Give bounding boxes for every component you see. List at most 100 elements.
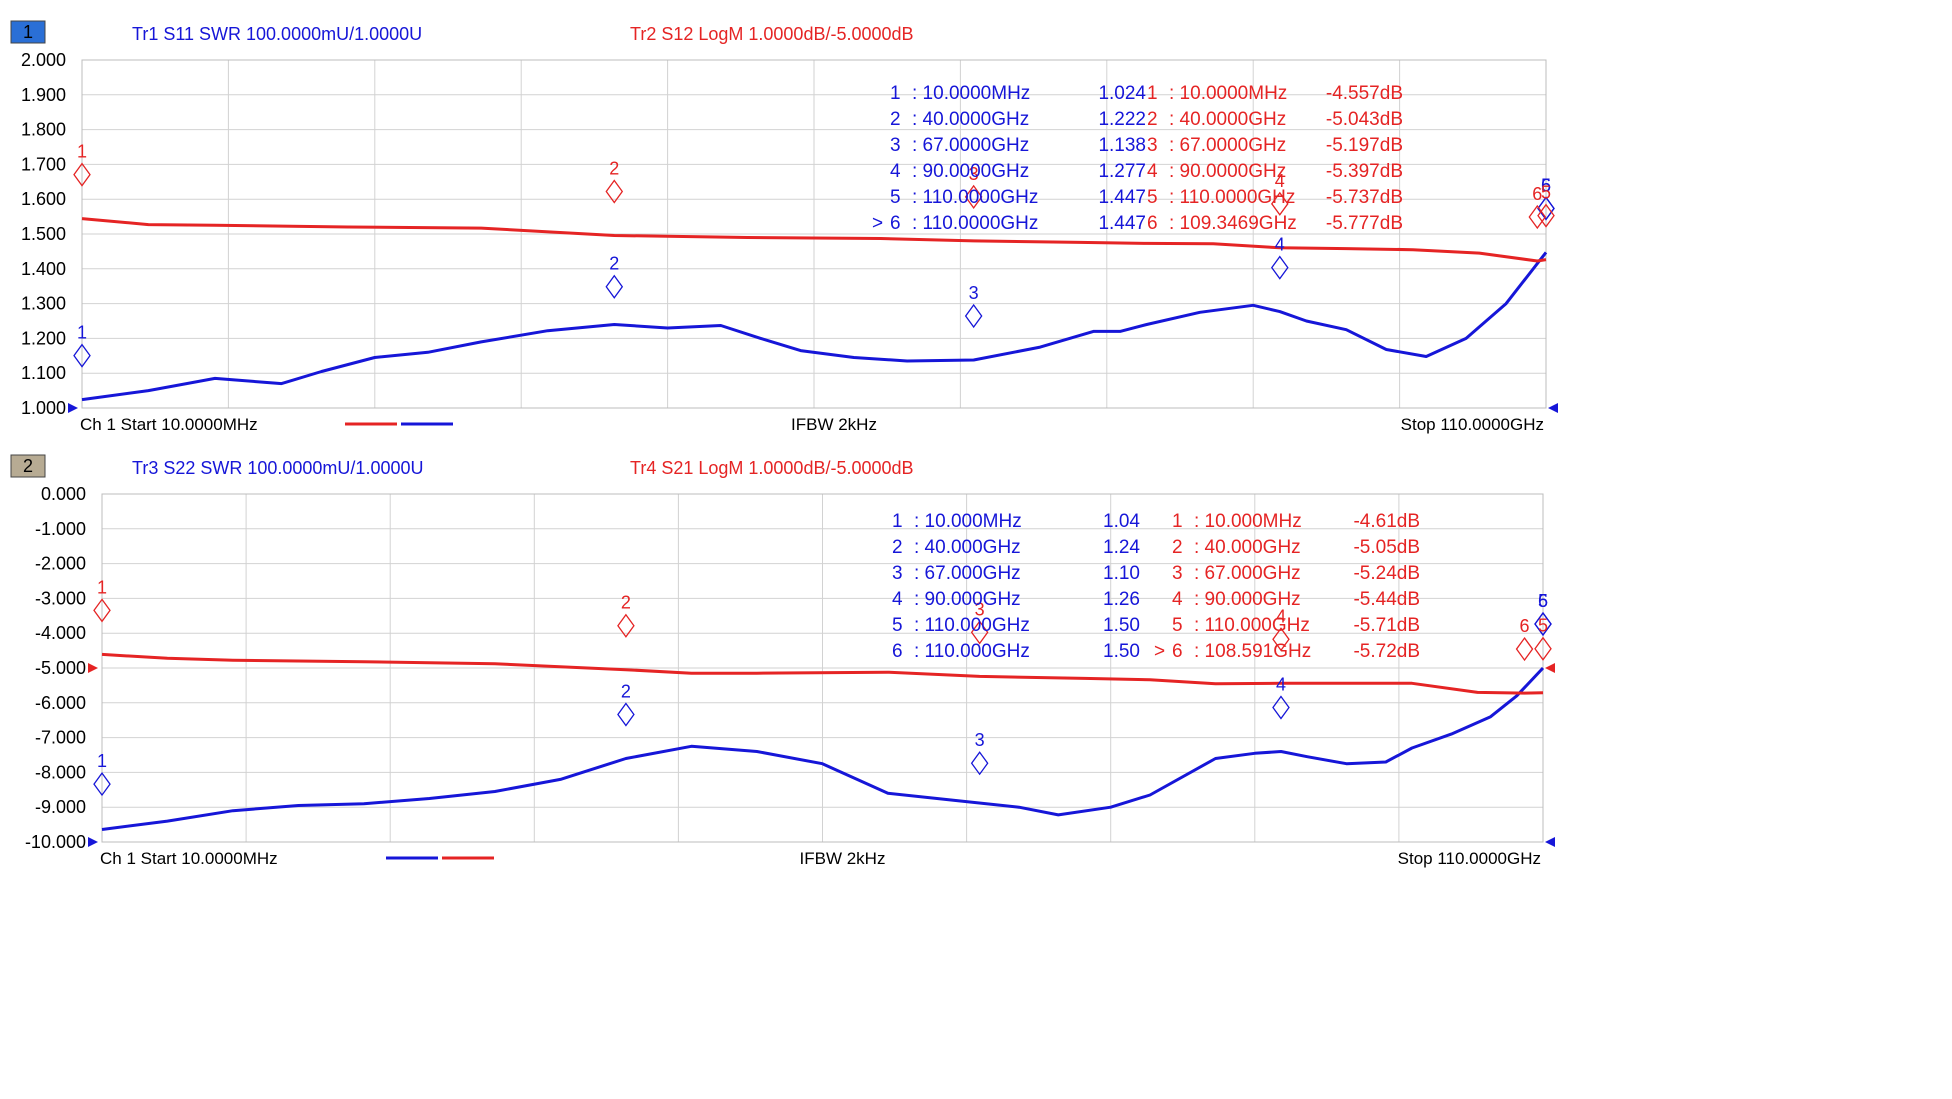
marker-row-frequency: : 90.000GHz — [914, 589, 1021, 610]
marker-number: 4 — [1275, 235, 1285, 255]
trace-db-line — [81, 217, 1547, 263]
reference-arrow-left — [88, 837, 98, 847]
marker-row-frequency: : 110.000GHz — [914, 641, 1030, 662]
marker-number: 5 — [1541, 183, 1551, 203]
trace-title-logm: Tr2 S12 LogM 1.0000dB/-5.0000dB — [630, 24, 914, 44]
channel-badge — [10, 454, 46, 478]
marker-row-frequency: : 67.000GHz — [914, 563, 1021, 584]
marker-table-left: 1: 10.000MHz 1.04 2: 40.000GHz 1.24 3: 67.00… — [892, 511, 1140, 662]
marker-row-frequency: : 90.000GHz — [1194, 589, 1301, 610]
marker-diamond-icon — [970, 620, 989, 645]
marker-number: 1 — [97, 577, 107, 597]
footer-stop: Stop 110.0000GHz — [1401, 415, 1544, 434]
marker-number: 4 — [1276, 675, 1286, 695]
trace-swr-line — [81, 251, 1548, 402]
marker-row-value: -4.557dB — [1326, 83, 1403, 104]
marker-row-frequency: : 67.000GHz — [1194, 563, 1301, 584]
marker-row-frequency: : 110.0000GHz — [1169, 187, 1295, 208]
marker-db: 5 — [1534, 616, 1552, 661]
marker-row-number: 1 — [1147, 83, 1158, 104]
marker-row-frequency: : 90.0000GHz — [912, 161, 1029, 182]
marker-row-frequency: : 10.000MHz — [914, 511, 1022, 532]
marker-diamond-icon — [1537, 196, 1555, 221]
marker-number: 3 — [975, 730, 985, 750]
plot-grid — [81, 59, 1547, 409]
trace-db-line — [101, 652, 1544, 695]
marker-diamond-icon — [970, 751, 989, 776]
marker-row-number: 6 — [890, 213, 901, 234]
channel-badge — [10, 20, 46, 44]
y-tick-label: 1.100 — [21, 363, 66, 383]
reference-arrow-db-right — [1545, 663, 1555, 673]
marker-number: 6 — [1541, 175, 1551, 195]
marker-db: 2 — [605, 158, 624, 204]
marker-row-value: 1.447 — [1098, 187, 1146, 208]
trace-swr-line — [101, 666, 1545, 831]
marker-swr: 2 — [617, 681, 635, 727]
marker-diamond-icon — [617, 702, 635, 727]
y-tick-label: 1.300 — [21, 294, 66, 314]
marker-row-frequency: : 40.0000GHz — [912, 109, 1029, 130]
marker-diamond-icon — [1528, 204, 1547, 230]
reference-arrow-db-left — [88, 663, 98, 673]
channel-1: 1 Tr1 S11 SWR 100.0000mU/1.0000U Tr2 S12 L… — [10, 20, 1558, 434]
trace-title-swr: Tr3 S22 SWR 100.0000mU/1.0000U — [132, 458, 423, 478]
marker-diamond-icon — [1534, 636, 1552, 661]
y-tick-label: -6.000 — [35, 693, 86, 713]
marker-number: 2 — [621, 593, 631, 613]
marker-swr: 6 — [1534, 591, 1552, 637]
marker-row-frequency: : 40.000GHz — [914, 537, 1021, 558]
marker-active-indicator: > — [1154, 641, 1165, 662]
marker-row-number: 3 — [892, 563, 903, 584]
marker-db: 3 — [970, 599, 989, 645]
marker-diamond-icon — [1270, 255, 1289, 280]
y-tick-label: -4.000 — [35, 623, 86, 643]
footer-ifbw: IFBW 2kHz — [800, 849, 886, 868]
y-tick-label: -10.000 — [25, 832, 86, 852]
marker-number: 2 — [621, 681, 631, 701]
marker-diamond-icon — [605, 179, 624, 204]
marker-swr: 4 — [1272, 675, 1290, 720]
marker-row-number: 4 — [890, 161, 901, 182]
y-tick-label: 1.500 — [21, 224, 66, 244]
footer-start: Ch 1 Start 10.0000MHz — [80, 415, 258, 434]
marker-row-value: -5.05dB — [1353, 537, 1420, 558]
marker-row-value: -5.71dB — [1353, 615, 1420, 636]
marker-row-number: 1 — [1172, 511, 1183, 532]
marker-db: 6 — [1528, 184, 1547, 230]
y-tick-label: 1.200 — [21, 328, 66, 348]
marker-diamond-icon — [605, 274, 624, 299]
marker-number: 3 — [969, 283, 979, 303]
marker-db: 1 — [93, 577, 111, 623]
marker-row-number: 2 — [1172, 537, 1183, 558]
marker-number: 3 — [975, 599, 985, 619]
marker-row-value: -5.24dB — [1353, 563, 1420, 584]
marker-diamond-icon — [1270, 191, 1289, 216]
y-tick-label: -5.000 — [35, 658, 86, 678]
marker-row-frequency: : 40.000GHz — [1194, 537, 1301, 558]
plot-grid — [101, 493, 1544, 843]
marker-row-value: 1.277 — [1098, 161, 1146, 182]
marker-active-indicator: > — [872, 213, 883, 234]
marker-db: 1 — [73, 142, 91, 187]
marker-row-frequency: : 40.0000GHz — [1169, 109, 1286, 130]
marker-row-number: 5 — [892, 615, 903, 636]
y-tick-label: 1.600 — [21, 189, 66, 209]
marker-row-number: 4 — [1172, 589, 1183, 610]
marker-row-number: 2 — [1147, 109, 1158, 130]
marker-number: 5 — [1538, 591, 1548, 611]
marker-row-value: 1.24 — [1103, 537, 1140, 558]
marker-row-number: 4 — [892, 589, 903, 610]
trace-title-swr: Tr1 S11 SWR 100.0000mU/1.0000U — [132, 24, 422, 44]
marker-row-number: 6 — [1172, 641, 1183, 662]
marker-row-frequency: : 110.000GHz — [914, 615, 1030, 636]
marker-number: 2 — [609, 254, 619, 274]
marker-row-number: 1 — [890, 83, 901, 104]
marker-row-number: 5 — [1172, 615, 1183, 636]
marker-diamond-icon — [73, 343, 91, 368]
marker-row-frequency: : 110.000GHz — [1194, 615, 1310, 636]
marker-swr: 6 — [1537, 175, 1555, 221]
marker-row-value: -5.397dB — [1326, 161, 1403, 182]
marker-number: 6 — [1532, 184, 1542, 204]
